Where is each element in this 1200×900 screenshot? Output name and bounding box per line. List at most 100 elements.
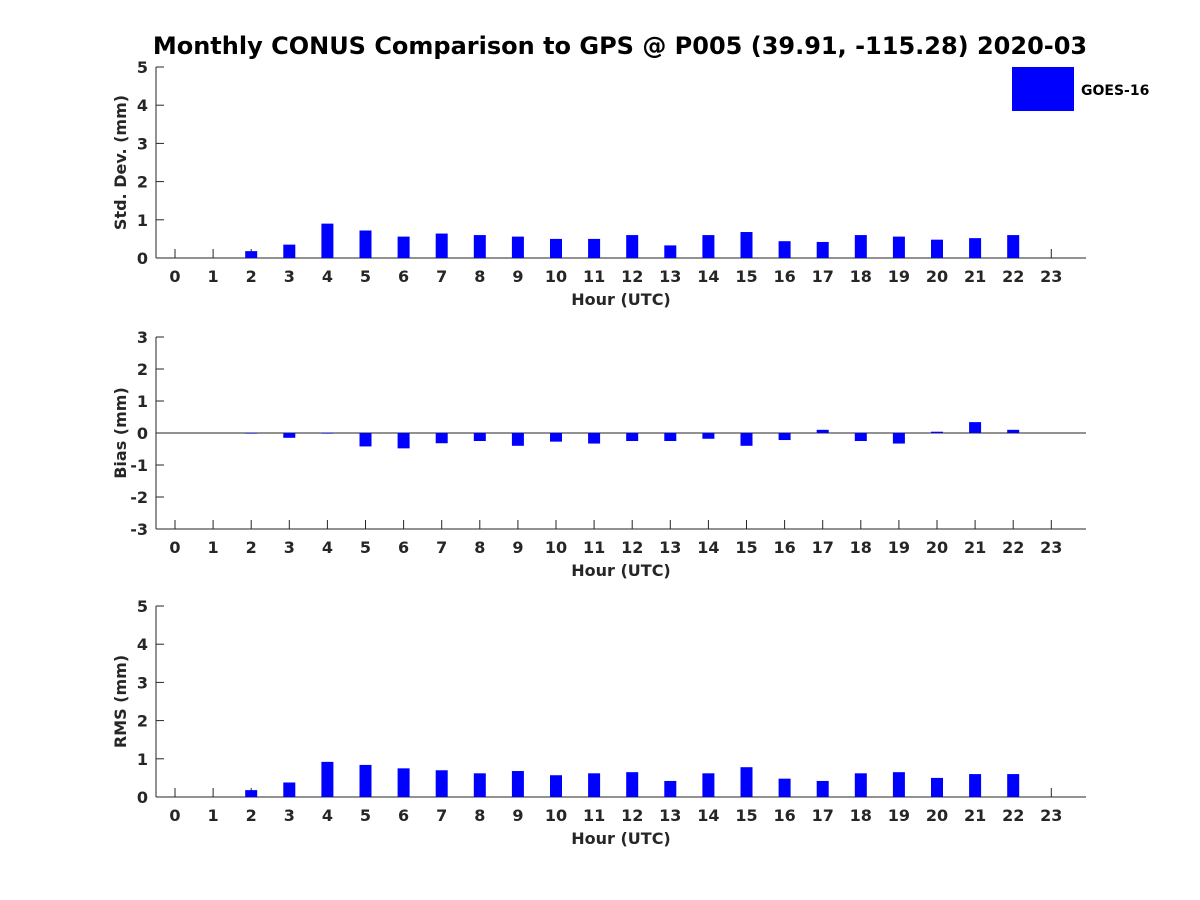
x-tick-label: 23 bbox=[1040, 806, 1062, 825]
x-tick-label: 1 bbox=[208, 538, 219, 557]
x-tick-label: 9 bbox=[512, 806, 523, 825]
x-tick-label: 6 bbox=[398, 538, 409, 557]
x-tick-label: 15 bbox=[735, 806, 757, 825]
y-tick-label: 1 bbox=[137, 392, 148, 411]
bar-rms-hour-20 bbox=[931, 777, 943, 797]
bar-std-dev-hour-13 bbox=[664, 245, 677, 258]
x-tick-label: 18 bbox=[850, 267, 872, 286]
bar-rms-hour-5 bbox=[359, 764, 372, 797]
bar-std-dev-hour-3 bbox=[283, 244, 296, 258]
bar-rms-hour-13 bbox=[664, 780, 677, 797]
x-tick-label: 17 bbox=[812, 538, 834, 557]
x-tick-label: 9 bbox=[512, 538, 523, 557]
x-tick-label: 2 bbox=[246, 806, 257, 825]
bar-bias-hour-13 bbox=[664, 433, 677, 441]
y-axis-label: Bias (mm) bbox=[111, 387, 130, 479]
x-axis-label: Hour (UTC) bbox=[571, 290, 671, 309]
x-tick-label: 22 bbox=[1002, 267, 1024, 286]
bar-rms-hour-10 bbox=[550, 775, 562, 797]
y-tick-label: 4 bbox=[137, 96, 148, 115]
bar-std-dev-hour-9 bbox=[511, 236, 524, 258]
x-tick-label: 5 bbox=[360, 538, 371, 557]
y-tick-label: 3 bbox=[137, 328, 148, 347]
bar-rms-hour-11 bbox=[588, 773, 601, 797]
y-tick-label: 2 bbox=[137, 173, 148, 192]
bar-bias-hour-12 bbox=[626, 433, 639, 441]
bar-std-dev-hour-16 bbox=[778, 241, 791, 258]
bar-std-dev-hour-17 bbox=[816, 241, 829, 258]
x-tick-label: 16 bbox=[773, 267, 795, 286]
x-tick-label: 16 bbox=[773, 806, 795, 825]
bar-rms-hour-18 bbox=[854, 773, 867, 797]
bar-std-dev-hour-8 bbox=[473, 235, 486, 258]
x-tick-label: 14 bbox=[697, 806, 719, 825]
x-tick-label: 14 bbox=[697, 538, 719, 557]
x-tick-label: 3 bbox=[284, 267, 295, 286]
x-tick-label: 7 bbox=[436, 538, 447, 557]
x-tick-label: 3 bbox=[284, 806, 295, 825]
x-tick-label: 17 bbox=[812, 806, 834, 825]
bar-bias-hour-14 bbox=[702, 433, 715, 439]
x-tick-label: 10 bbox=[545, 806, 567, 825]
x-tick-label: 7 bbox=[436, 267, 447, 286]
x-tick-label: 21 bbox=[964, 806, 986, 825]
x-tick-label: 10 bbox=[545, 267, 567, 286]
x-tick-label: 3 bbox=[284, 538, 295, 557]
x-tick-label: 4 bbox=[322, 806, 333, 825]
y-tick-label: 1 bbox=[137, 750, 148, 769]
bar-std-dev-hour-21 bbox=[969, 238, 982, 258]
x-tick-label: 21 bbox=[964, 538, 986, 557]
x-tick-label: 14 bbox=[697, 267, 719, 286]
bar-std-dev-hour-5 bbox=[359, 230, 372, 258]
y-tick-label: 2 bbox=[137, 360, 148, 379]
y-axis-label: Std. Dev. (mm) bbox=[111, 95, 130, 230]
x-tick-label: 15 bbox=[735, 267, 757, 286]
legend-swatch bbox=[1012, 67, 1074, 111]
y-tick-label: 3 bbox=[137, 673, 148, 692]
x-tick-label: 18 bbox=[850, 806, 872, 825]
bar-bias-hour-5 bbox=[359, 433, 372, 447]
bar-std-dev-hour-7 bbox=[435, 233, 448, 258]
x-tick-label: 8 bbox=[474, 538, 485, 557]
x-tick-label: 12 bbox=[621, 806, 643, 825]
x-tick-label: 13 bbox=[659, 806, 681, 825]
bar-bias-hour-11 bbox=[588, 433, 601, 444]
y-tick-label: 0 bbox=[137, 249, 148, 268]
x-tick-label: 12 bbox=[621, 538, 643, 557]
x-tick-label: 22 bbox=[1002, 806, 1024, 825]
y-tick-label: -1 bbox=[130, 456, 148, 475]
x-tick-label: 23 bbox=[1040, 267, 1062, 286]
x-tick-label: 2 bbox=[246, 267, 257, 286]
bar-std-dev-hour-6 bbox=[397, 236, 410, 258]
x-tick-label: 8 bbox=[474, 806, 485, 825]
x-tick-label: 0 bbox=[169, 538, 180, 557]
bar-bias-hour-4 bbox=[321, 433, 334, 434]
bar-bias-hour-8 bbox=[473, 433, 486, 441]
bar-bias-hour-20 bbox=[931, 431, 943, 433]
y-tick-label: 3 bbox=[137, 134, 148, 153]
bar-rms-hour-7 bbox=[435, 770, 448, 797]
x-tick-label: 11 bbox=[583, 267, 605, 286]
x-tick-label: 18 bbox=[850, 538, 872, 557]
x-tick-label: 21 bbox=[964, 267, 986, 286]
x-tick-label: 11 bbox=[583, 806, 605, 825]
bar-std-dev-hour-22 bbox=[1007, 235, 1020, 258]
bar-bias-hour-3 bbox=[283, 433, 296, 438]
bar-bias-hour-7 bbox=[435, 433, 448, 444]
bar-bias-hour-21 bbox=[969, 422, 982, 433]
x-tick-label: 0 bbox=[169, 806, 180, 825]
bar-bias-hour-18 bbox=[854, 433, 867, 441]
y-tick-label: 4 bbox=[137, 635, 148, 654]
x-tick-label: 1 bbox=[208, 267, 219, 286]
bar-bias-hour-22 bbox=[1007, 429, 1020, 433]
bar-std-dev-hour-4 bbox=[321, 223, 334, 258]
y-tick-label: 5 bbox=[137, 58, 148, 77]
y-tick-label: -3 bbox=[130, 520, 148, 539]
x-tick-label: 9 bbox=[512, 267, 523, 286]
bar-std-dev-hour-15 bbox=[740, 232, 753, 258]
x-tick-label: 2 bbox=[246, 538, 257, 557]
bar-std-dev-hour-14 bbox=[702, 235, 715, 258]
